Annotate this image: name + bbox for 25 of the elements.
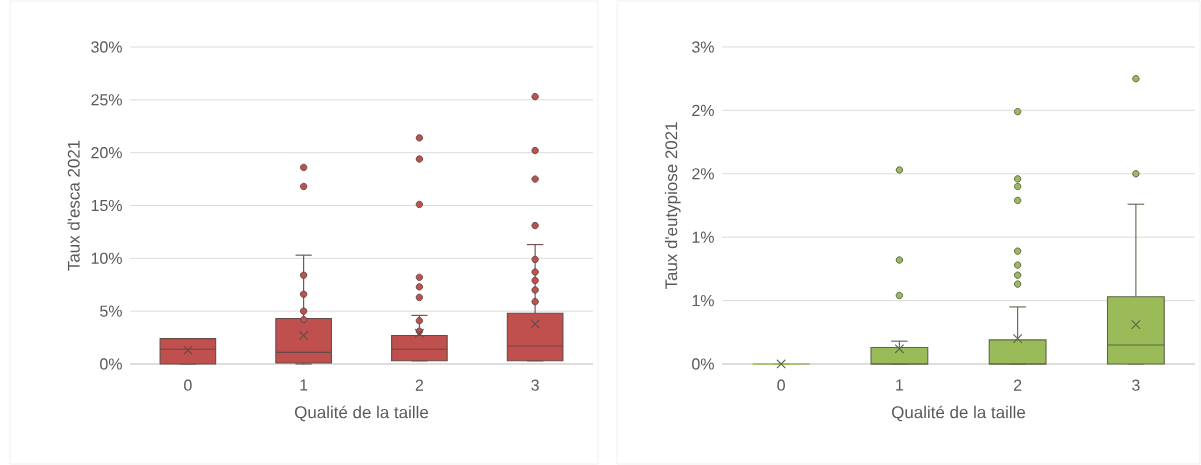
y-tick-label: 15% [91, 199, 122, 212]
x-tick-label: 1 [896, 379, 904, 391]
x-tick-label: 0 [777, 379, 785, 391]
x-tick-label: 3 [1132, 379, 1140, 391]
y-tick-label: 2% [692, 168, 714, 180]
x-tick-label: 0 [184, 379, 192, 391]
y-tick-label: 25% [91, 94, 122, 106]
x-tick-label: 2 [1014, 379, 1022, 391]
y-tick-label: 0% [692, 358, 714, 370]
y-tick-label: 1% [692, 231, 714, 243]
y-axis-title: Taux d'esca 2021 [67, 140, 80, 271]
x-tick-label: 3 [531, 379, 539, 391]
y-tick-label: 20% [91, 147, 122, 159]
y-tick-label: 30% [91, 41, 122, 53]
y-tick-label: 5% [100, 305, 122, 317]
y-axis-title: Taux d'eutypiose 2021 [664, 122, 681, 290]
y-tick-label: 2% [692, 104, 714, 116]
y-tick-label: 1% [692, 295, 714, 307]
x-tick-label: 2 [415, 379, 424, 391]
x-axis-title: Qualité de la taille [294, 405, 429, 422]
y-tick-label: 10% [91, 252, 122, 264]
y-tick-label: 0% [100, 358, 122, 370]
x-axis-title: Qualité de la taille [891, 405, 1026, 422]
x-tick-label: 1 [300, 379, 308, 391]
y-tick-label: 3% [692, 41, 714, 53]
